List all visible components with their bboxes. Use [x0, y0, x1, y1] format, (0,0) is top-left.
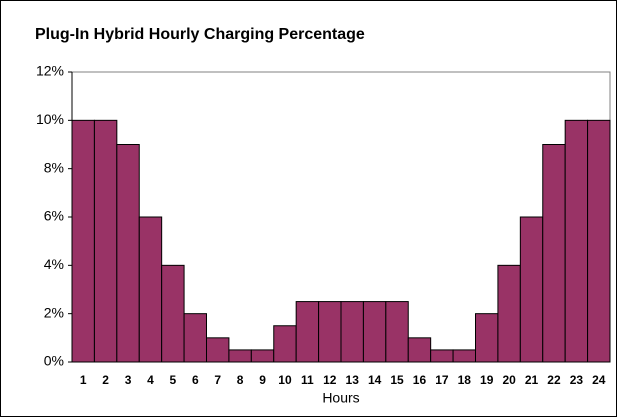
x-tick-label: 7: [214, 373, 221, 387]
bar: [475, 313, 499, 363]
y-tick-label: 0%: [44, 353, 64, 369]
y-tick-label: 4%: [44, 256, 64, 272]
x-tick-label: 5: [170, 373, 177, 387]
x-tick-label: 22: [547, 373, 561, 387]
bar: [362, 301, 387, 363]
x-tick-label: 19: [480, 373, 494, 387]
bar: [587, 119, 611, 363]
x-tick-label: 18: [458, 373, 472, 387]
bar: [385, 301, 409, 363]
bar: [93, 119, 118, 363]
x-tick-label: 21: [525, 373, 539, 387]
bar: [407, 337, 432, 363]
x-tick-label: 15: [390, 373, 404, 387]
bar: [295, 301, 320, 363]
bar: [542, 144, 566, 363]
x-tick-label: 24: [592, 373, 606, 387]
x-tick-label: 13: [346, 373, 360, 387]
bar: [430, 349, 454, 363]
x-tick-label: 20: [502, 373, 516, 387]
y-tick-label: 10%: [36, 111, 64, 127]
bar: [497, 264, 521, 363]
x-tick-label: 23: [570, 373, 584, 387]
bar: [318, 301, 342, 363]
y-tick-label: 8%: [44, 159, 64, 175]
bar: [116, 144, 140, 363]
x-tick-label: 4: [147, 373, 154, 387]
bar: [183, 313, 207, 363]
bar: [273, 325, 297, 363]
y-tick-label: 6%: [44, 208, 64, 224]
x-tick-label: 12: [323, 373, 337, 387]
x-tick-label: 17: [435, 373, 449, 387]
y-tick-label: 2%: [44, 304, 64, 320]
bar: [340, 301, 364, 363]
y-tick-label: 12%: [36, 63, 64, 79]
bar: [228, 349, 252, 363]
x-tick-label: 1: [80, 373, 87, 387]
bar: [250, 349, 275, 363]
x-tick-label: 9: [259, 373, 266, 387]
x-tick-label: 16: [413, 373, 427, 387]
bar: [564, 119, 589, 363]
bar: [206, 337, 230, 363]
x-axis-label: Hours: [322, 390, 359, 406]
bar: [138, 216, 163, 363]
bar: [161, 264, 185, 363]
x-tick-label: 2: [102, 373, 109, 387]
x-tick-label: 11: [301, 373, 314, 387]
x-tick-label: 10: [278, 373, 292, 387]
x-tick-label: 8: [237, 373, 244, 387]
x-tick-label: 3: [125, 373, 132, 387]
bar: [452, 349, 477, 363]
chart-title: Plug-In Hybrid Hourly Charging Percentag…: [35, 26, 365, 43]
bar: [71, 119, 95, 363]
x-tick-label: 6: [192, 373, 199, 387]
bar: [519, 216, 544, 363]
x-tick-label: 14: [368, 373, 382, 387]
